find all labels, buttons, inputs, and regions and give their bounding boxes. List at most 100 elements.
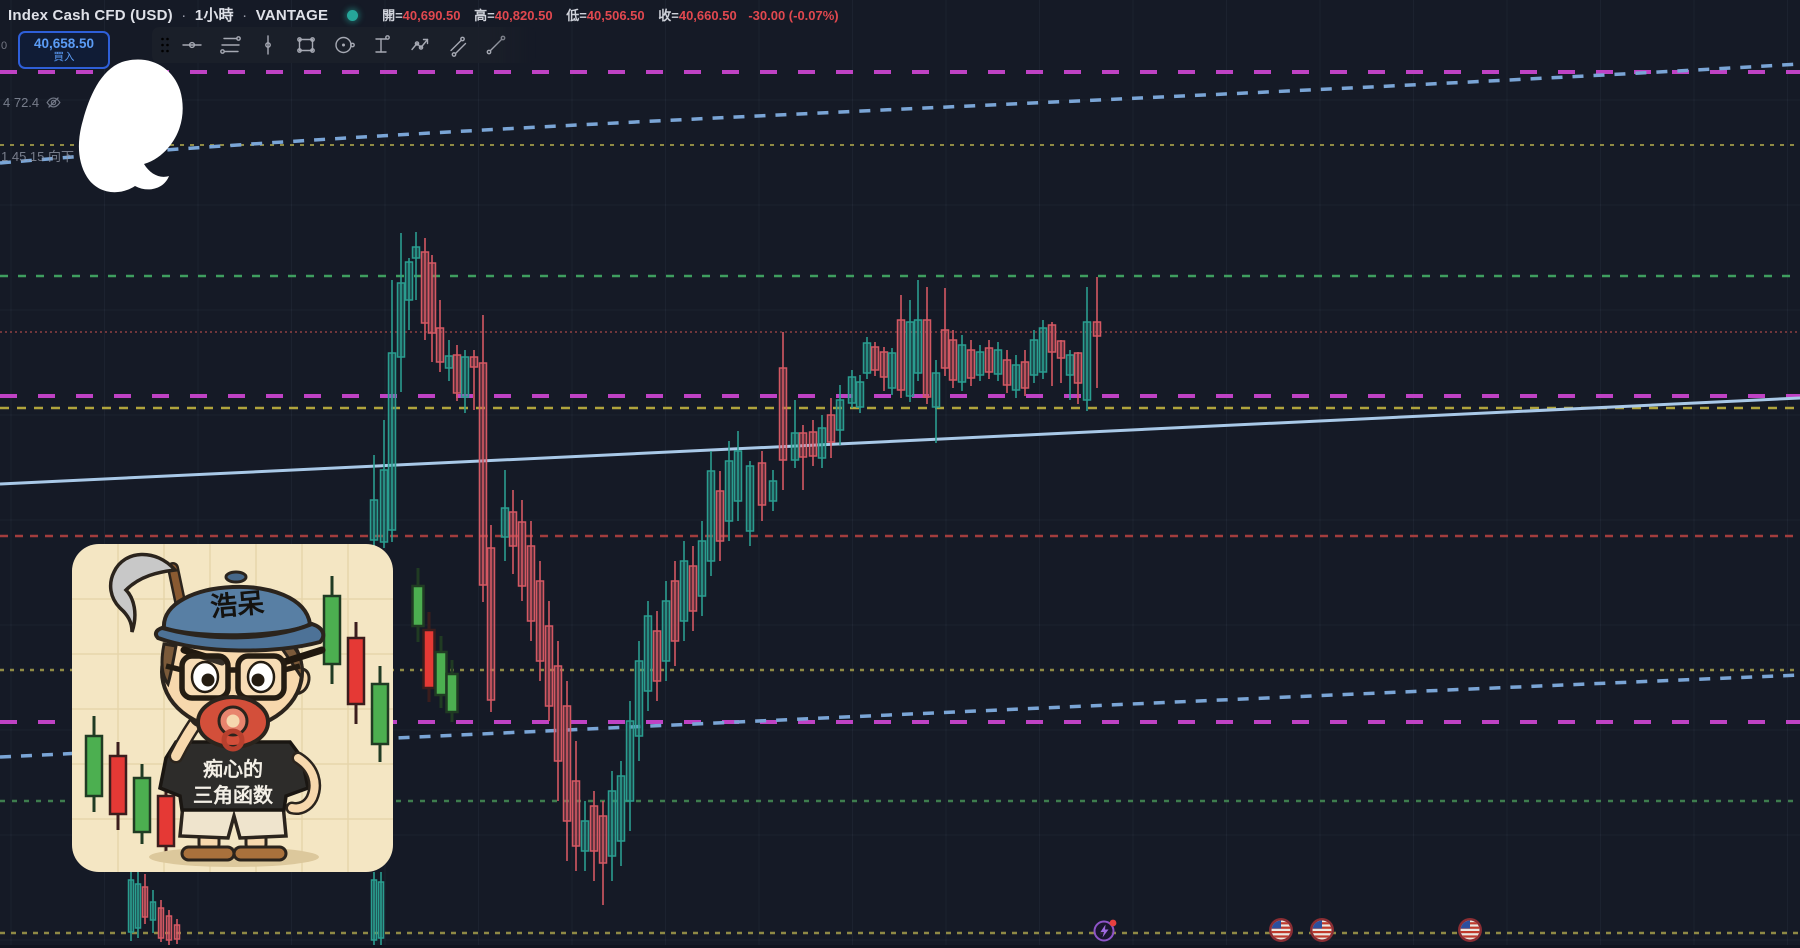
candle-up (434, 650, 448, 697)
indicator-row-2[interactable]: 1 45.15 向下 (1, 146, 74, 165)
candle-up (149, 901, 157, 921)
rectangle-tool-icon[interactable] (288, 29, 324, 61)
candle-up (1065, 354, 1075, 376)
broker-label[interactable]: VANTAGE (255, 7, 329, 24)
candle-down (826, 414, 836, 443)
buy-button[interactable]: 40,658.50 買入 (18, 31, 110, 69)
us-flag-event-icon[interactable] (1457, 917, 1483, 948)
candle-up (975, 351, 985, 376)
candle-down (598, 815, 608, 864)
solid-trendline[interactable] (0, 396, 1800, 486)
candle-up (445, 672, 459, 714)
candle-up (847, 376, 857, 404)
candle-up (733, 450, 743, 502)
candle-up (134, 883, 142, 929)
candle-up (1011, 364, 1021, 391)
interval-label[interactable]: 1小時 (194, 7, 234, 24)
blue-dashed-upper[interactable] (0, 62, 1800, 165)
toolbar-drag-handle-icon[interactable] (158, 29, 172, 61)
parallel-channel-tool-icon[interactable] (440, 29, 476, 61)
pacifier (196, 695, 270, 752)
candle-up (411, 584, 425, 628)
horizontal-line-tool-icon[interactable] (174, 29, 210, 61)
candle-down (715, 490, 725, 542)
white-blob-overlay (78, 59, 183, 193)
candle-up (580, 820, 590, 852)
candle-down (948, 339, 958, 381)
candle-down (452, 354, 462, 394)
candle-down (808, 431, 818, 457)
shirt-text-line1: 痴心的 (203, 757, 263, 781)
candle-down (517, 521, 527, 587)
candle-down (526, 545, 536, 622)
candle-down (879, 351, 889, 378)
candle-down (165, 915, 173, 941)
candle-up (411, 246, 421, 259)
ellipse-tool-icon[interactable] (326, 29, 362, 61)
zigzag-trend-tool-icon[interactable] (402, 29, 438, 61)
candle-up (370, 879, 378, 941)
close-value: 40,660.50 (678, 8, 737, 23)
us-flag-event-icon[interactable] (1309, 917, 1335, 948)
indicator-1-values: 4 72.4 (3, 95, 40, 110)
candle-up (817, 427, 827, 459)
candle-up (706, 470, 716, 562)
candle-up (835, 399, 845, 431)
candle-down (1056, 340, 1066, 359)
candle-down (984, 347, 994, 373)
candle-up (855, 381, 865, 408)
indicator-row-1[interactable]: 4 72.4 (3, 94, 62, 111)
candle-up (379, 469, 389, 543)
candle-up (957, 344, 967, 383)
symbol-legend[interactable]: Index Cash CFD (USD) · 1小時 · VANTAGE 開=4… (8, 4, 839, 25)
candle-up (661, 600, 671, 662)
eye-off-icon[interactable] (45, 94, 62, 111)
candle-up (634, 660, 644, 737)
buy-price: 40,658.50 (33, 36, 95, 52)
candle-down (1073, 352, 1083, 384)
separator: · (242, 7, 248, 24)
candle-up (1082, 321, 1092, 401)
us-flag-event-icon[interactable] (1268, 917, 1294, 948)
change-value: -30.00 (-0.07%) (748, 8, 839, 23)
cap: 浩呆 (153, 570, 326, 653)
candle-down (427, 262, 437, 334)
candle-up (790, 432, 800, 461)
price-range-tool-icon[interactable] (364, 29, 400, 61)
candle-down (1092, 321, 1102, 337)
candle-down (688, 565, 698, 612)
candle-down (1002, 359, 1012, 386)
high-value: 40,820.50 (494, 8, 553, 23)
indicator-2-values: 1 45.15 向下 (1, 149, 74, 164)
symbol-title[interactable]: Index Cash CFD (USD) (8, 7, 173, 24)
candle-up (460, 356, 470, 398)
trend-line-tool-icon[interactable] (478, 29, 514, 61)
candle-down (157, 907, 165, 939)
vertical-line-tool-icon[interactable] (250, 29, 286, 61)
candle-up (404, 261, 414, 301)
candle-down (652, 630, 662, 682)
candle-up (500, 507, 510, 538)
candle-down (422, 628, 436, 690)
candles-art-overflow (411, 568, 459, 722)
candle-down (778, 367, 788, 461)
candle-down (922, 319, 932, 398)
candle-down (141, 886, 149, 918)
candle-up (697, 540, 707, 597)
drawing-toolbar[interactable] (152, 27, 536, 63)
candle-down (508, 511, 518, 547)
candle-down (1020, 361, 1030, 389)
shirt-text-line2: 三角函数 (193, 783, 274, 807)
sticker-art-candles (84, 576, 390, 856)
candle-up (887, 352, 897, 389)
cartoon-sticker: 浩呆 (72, 544, 393, 872)
parallel-lines-tool-icon[interactable] (212, 29, 248, 61)
lightning-event-icon[interactable] (1092, 917, 1118, 948)
candle-up (127, 879, 135, 933)
candle-up (607, 790, 617, 857)
candle-down (562, 705, 572, 822)
candle-up (905, 321, 915, 397)
